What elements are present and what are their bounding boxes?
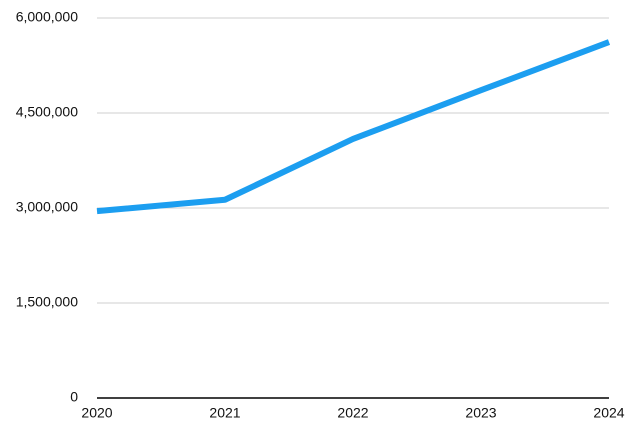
- y-tick-label: 4,500,000: [16, 104, 78, 120]
- x-tick-label: 2022: [337, 405, 368, 421]
- x-tick-label: 2023: [465, 405, 496, 421]
- x-tick-label: 2020: [81, 405, 112, 421]
- data-line: [96, 39, 611, 215]
- x-tick-label: 2024: [593, 405, 624, 421]
- y-tick-label: 6,000,000: [16, 9, 78, 25]
- y-tick-label: 0: [70, 389, 78, 405]
- x-tick-label: 2021: [209, 405, 240, 421]
- y-tick-label: 1,500,000: [16, 294, 78, 310]
- y-tick-label: 3,000,000: [16, 199, 78, 215]
